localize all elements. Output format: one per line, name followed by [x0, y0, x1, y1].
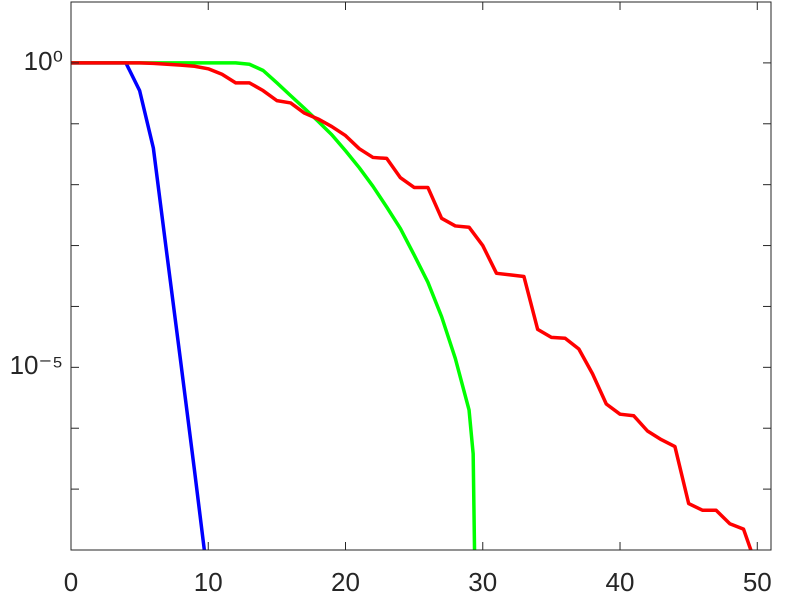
- axes-box: [70, 1, 772, 551]
- y-tick-label: 10⁰: [24, 46, 63, 76]
- x-tick-label: 50: [743, 567, 772, 597]
- series-line: [71, 61, 753, 550]
- y-tick-label: 10⁻⁵: [10, 350, 63, 380]
- plot-lines: [71, 61, 753, 550]
- x-tick-label: 0: [64, 567, 78, 597]
- x-tick-label: 30: [468, 567, 497, 597]
- plot-area: [71, 2, 771, 550]
- x-tick-label: 40: [606, 567, 635, 597]
- x-tick-label: 20: [331, 567, 360, 597]
- x-tick-label: 10: [194, 567, 223, 597]
